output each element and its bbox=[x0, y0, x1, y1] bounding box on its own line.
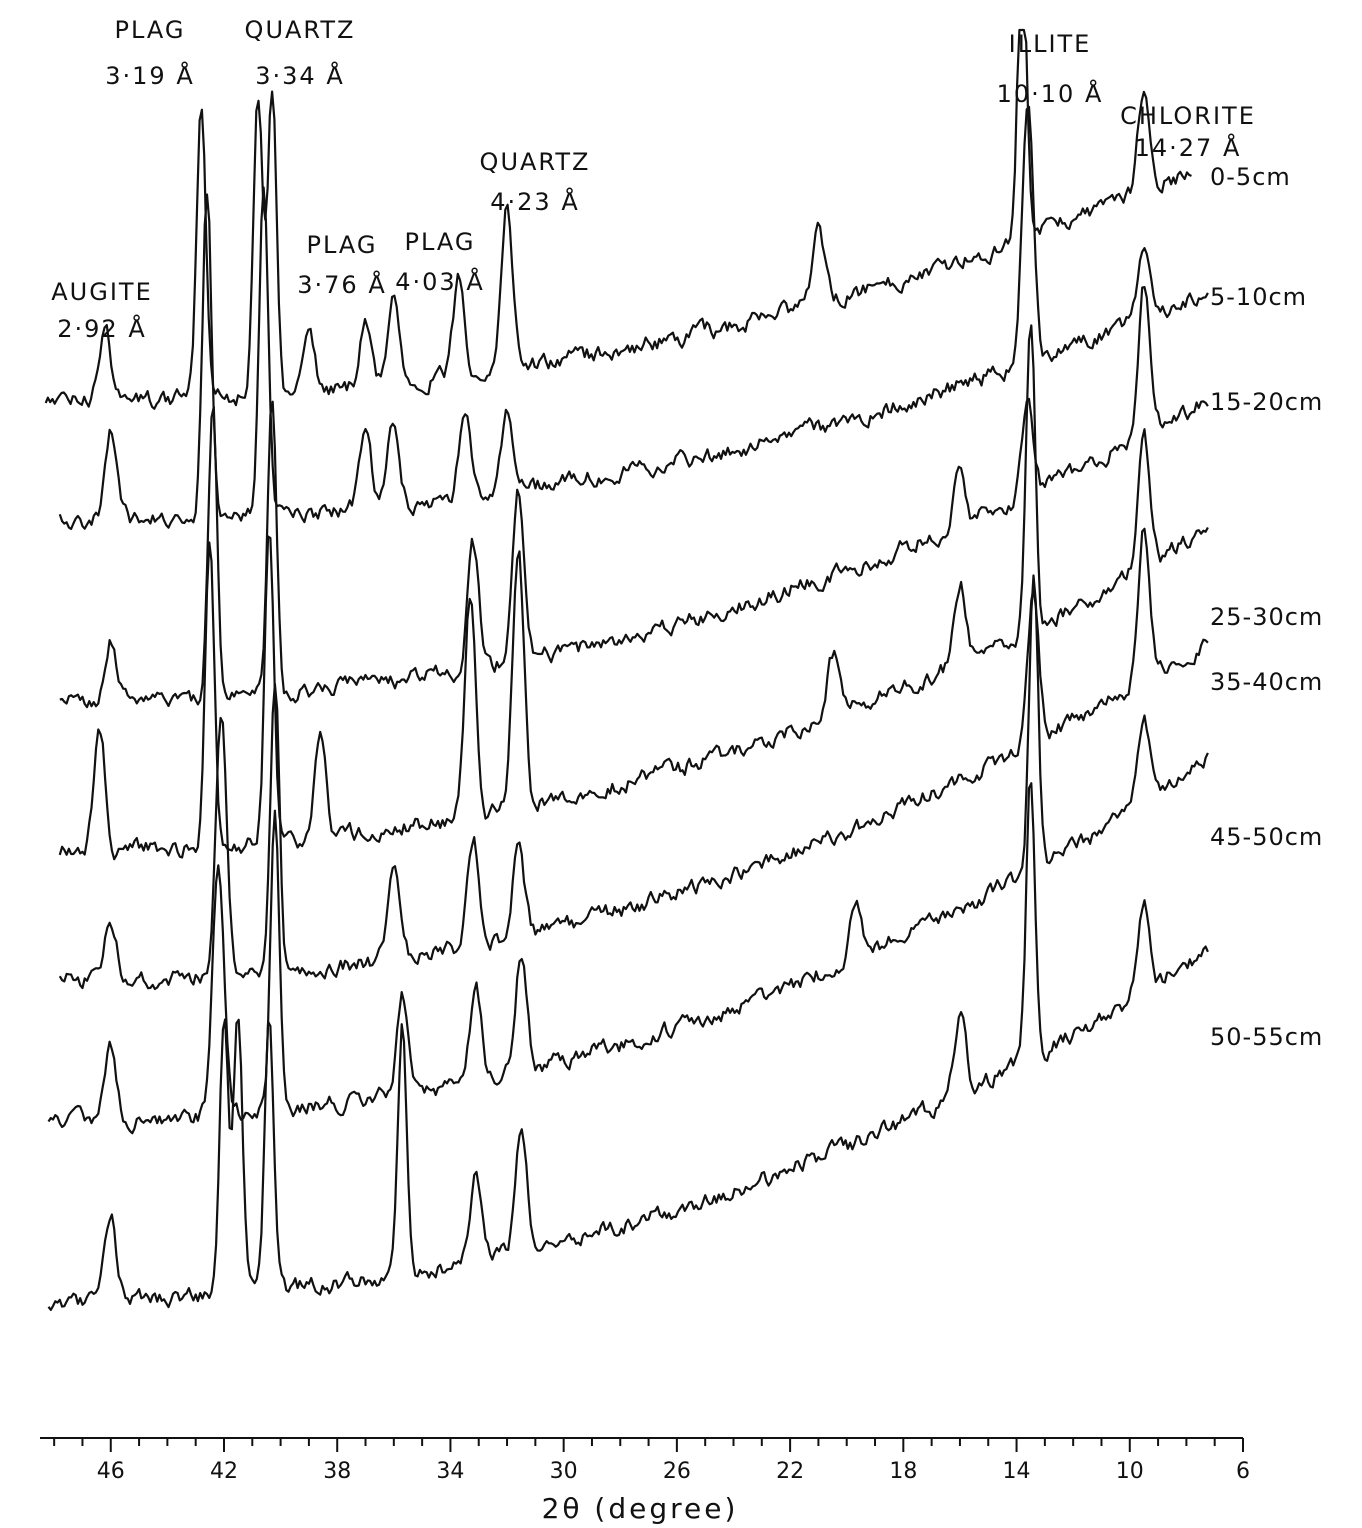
depth-label: 0-5cm bbox=[1210, 163, 1291, 191]
depth-label: 15-20cm bbox=[1210, 388, 1323, 416]
trace-35-40cm bbox=[58, 527, 1209, 991]
depth-label: 45-50cm bbox=[1210, 823, 1323, 851]
trace-50-55cm bbox=[47, 782, 1209, 1312]
trace-5-10cm bbox=[58, 105, 1209, 531]
depth-label: 50-55cm bbox=[1210, 1023, 1323, 1051]
peak-mineral-label: PLAG bbox=[405, 228, 476, 256]
trace-group bbox=[44, 28, 1209, 1312]
x-tick-label: 42 bbox=[210, 1459, 238, 1484]
trace-0-5cm bbox=[44, 28, 1192, 410]
x-tick-label: 26 bbox=[663, 1459, 691, 1484]
peak-d-spacing-label: 3·76 Å bbox=[297, 270, 386, 299]
peak-d-spacing-label: 10·10 Å bbox=[997, 79, 1104, 108]
peak-mineral-label: ILLITE bbox=[1009, 30, 1092, 58]
peak-d-spacing-label: 2·92 Å bbox=[57, 314, 146, 343]
x-tick-label: 18 bbox=[889, 1459, 917, 1484]
peak-d-spacing-label: 4·03 Å bbox=[395, 267, 484, 296]
peak-d-spacing-label: 3·34 Å bbox=[255, 61, 344, 90]
x-tick-label: 6 bbox=[1236, 1459, 1250, 1484]
x-axis: 46 42 38 34 30 26 22 18 14 10 6 bbox=[40, 1437, 1250, 1484]
x-tick-label: 14 bbox=[1003, 1459, 1031, 1484]
x-tick-label: 10 bbox=[1116, 1459, 1144, 1484]
peak-label-group: AUGITE 2·92 Å PLAG 3·19 Å QUARTZ 3·34 Å PLAG 3·… bbox=[51, 16, 1256, 343]
depth-label: 35-40cm bbox=[1210, 668, 1323, 696]
trace-25-30cm bbox=[58, 324, 1209, 861]
peak-mineral-label: QUARTZ bbox=[480, 148, 591, 176]
peak-mineral-label: QUARTZ bbox=[245, 16, 356, 44]
x-tick-label: 46 bbox=[97, 1459, 125, 1484]
depth-label: 25-30cm bbox=[1210, 603, 1323, 631]
depth-label-group: 0-5cm 5-10cm 15-20cm 25-30cm 35-40cm 45-50cm 5… bbox=[1210, 163, 1323, 1051]
peak-mineral-label: AUGITE bbox=[51, 278, 152, 306]
peak-mineral-label: PLAG bbox=[307, 231, 378, 259]
peak-d-spacing-label: 4·23 Å bbox=[490, 187, 579, 216]
peak-d-spacing-label: 14·27 Å bbox=[1135, 133, 1242, 162]
x-tick-label: 38 bbox=[323, 1459, 351, 1484]
peak-mineral-label: CHLORITE bbox=[1120, 102, 1256, 130]
x-tick-label: 30 bbox=[550, 1459, 578, 1484]
peak-mineral-label: PLAG bbox=[115, 16, 186, 44]
x-tick-label: 22 bbox=[776, 1459, 804, 1484]
peak-d-spacing-label: 3·19 Å bbox=[105, 61, 194, 90]
trace-15-20cm bbox=[59, 286, 1209, 709]
x-axis-title: 2θ (degree) bbox=[542, 1492, 739, 1525]
x-tick-label: 34 bbox=[436, 1459, 464, 1484]
depth-label: 5-10cm bbox=[1210, 283, 1307, 311]
